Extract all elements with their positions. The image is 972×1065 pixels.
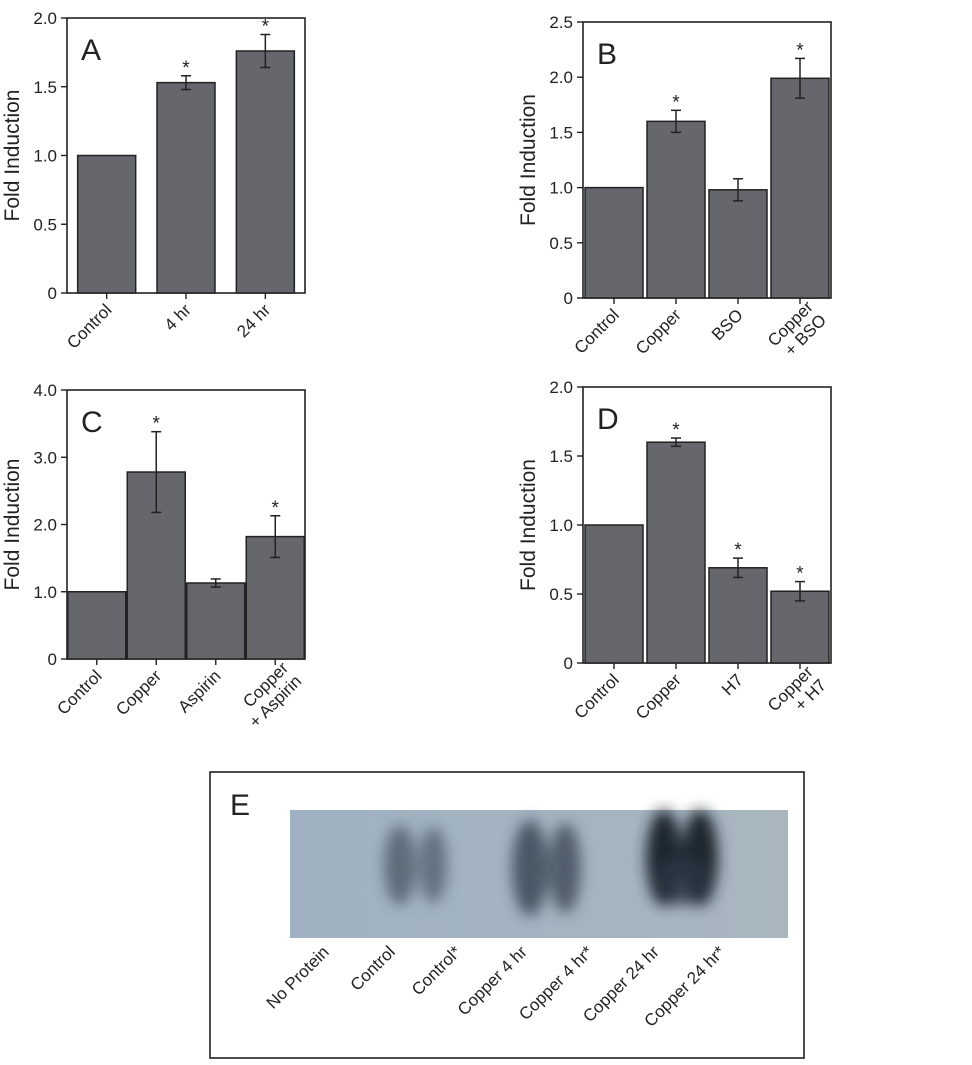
x-tick-label: Control xyxy=(53,666,105,718)
significance-marker: * xyxy=(262,17,270,38)
y-tick-label: 1.0 xyxy=(549,516,573,535)
y-tick-label: 0 xyxy=(564,289,573,308)
bar xyxy=(646,120,706,299)
error-bar xyxy=(671,437,681,448)
x-tick-label: 24 hr xyxy=(233,300,274,341)
error-bar xyxy=(181,75,191,91)
y-axis-label: Fold Induction xyxy=(1,90,24,222)
bar xyxy=(708,567,768,664)
x-tick-label: H7 xyxy=(718,670,747,699)
y-tick-label: 0.5 xyxy=(549,585,573,604)
y-tick-label: 3.0 xyxy=(33,448,57,467)
error-bar xyxy=(671,109,681,134)
error-bar xyxy=(795,57,805,99)
x-tick-label: Copper+ H7 xyxy=(764,662,830,728)
error-bar xyxy=(733,178,743,202)
bar xyxy=(76,154,137,294)
bar xyxy=(67,591,127,660)
y-tick-label: 1.5 xyxy=(549,123,573,142)
y-tick-label: 1.0 xyxy=(33,583,57,602)
y-tick-label: 4.0 xyxy=(33,381,57,400)
y-tick-label: 0 xyxy=(48,284,57,303)
y-tick-label: 1.0 xyxy=(549,179,573,198)
y-tick-label: 0 xyxy=(48,650,57,669)
y-tick-label: 2.0 xyxy=(33,516,57,535)
plot-frame xyxy=(582,21,832,299)
panel-label: B xyxy=(597,38,617,71)
error-bar xyxy=(210,578,221,588)
y-tick-label: 0.5 xyxy=(33,215,57,234)
bar xyxy=(770,77,830,299)
significance-marker: * xyxy=(796,564,804,585)
gel-image xyxy=(290,810,788,938)
bar xyxy=(584,524,644,664)
significance-marker: * xyxy=(796,40,804,61)
y-tick-label: 0.5 xyxy=(549,234,573,253)
significance-marker: * xyxy=(734,540,742,561)
y-axis-label: Fold Induction xyxy=(517,94,540,226)
error-bar xyxy=(795,580,805,602)
bar xyxy=(186,582,246,660)
error-bar xyxy=(260,33,271,69)
y-axis-label: Fold Induction xyxy=(1,459,24,591)
y-tick-label: 2.0 xyxy=(549,68,573,87)
error-bar xyxy=(733,557,743,579)
y-axis-label: Fold Induction xyxy=(517,459,540,591)
error-bar xyxy=(270,515,281,559)
x-tick-label: 4 hr xyxy=(161,300,195,334)
x-tick-label: Copper+ Aspirin xyxy=(232,658,305,731)
y-tick-label: 2.5 xyxy=(549,13,573,32)
x-tick-label: Control xyxy=(571,670,623,722)
significance-marker: * xyxy=(672,420,680,441)
y-tick-label: 2.0 xyxy=(33,9,57,28)
x-tick-label: Control xyxy=(63,300,115,352)
bar xyxy=(770,590,830,664)
bar xyxy=(156,81,216,294)
x-tick-label: Copper+ BSO xyxy=(764,297,830,363)
lane-label: Control* xyxy=(408,942,465,999)
bar xyxy=(235,50,296,294)
y-tick-label: 1.0 xyxy=(33,147,57,166)
significance-marker: * xyxy=(182,58,190,79)
x-tick-label: Copper xyxy=(112,666,165,719)
x-tick-label: Copper xyxy=(632,305,685,358)
significance-marker: * xyxy=(272,498,280,519)
lane-label: No Protein xyxy=(263,942,333,1012)
x-tick-label: Aspirin xyxy=(174,666,224,716)
significance-marker: * xyxy=(153,414,161,435)
significance-marker: * xyxy=(672,92,680,113)
x-tick-label: BSO xyxy=(708,305,747,344)
gel-panel-frame xyxy=(209,771,805,1059)
panel-label: E xyxy=(230,789,250,822)
panel-label: D xyxy=(597,403,619,436)
x-tick-label: Copper xyxy=(632,670,685,723)
bar xyxy=(646,441,706,664)
y-tick-label: 1.5 xyxy=(33,78,57,97)
chart: A Fold Induction 0 0.5 1.0 1.5 2.0 Control 4 hr *… xyxy=(1,9,306,353)
panel-label: C xyxy=(81,406,103,439)
lane-label: Control xyxy=(347,942,399,994)
bar xyxy=(584,186,644,299)
x-tick-label: Control xyxy=(571,305,623,357)
y-tick-label: 1.5 xyxy=(549,447,573,466)
error-bar xyxy=(151,430,162,514)
bar xyxy=(708,189,768,299)
panel-label: A xyxy=(81,34,101,67)
y-tick-label: 2.0 xyxy=(549,378,573,397)
y-tick-label: 0 xyxy=(564,654,573,673)
